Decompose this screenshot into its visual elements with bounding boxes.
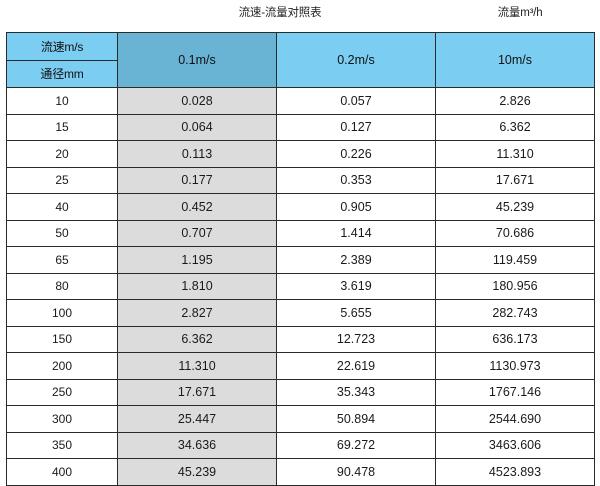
corner-header-cell: 流速m/s 通径mm (6, 32, 118, 88)
table-row: 40 0.452 0.905 45.239 (6, 193, 595, 221)
cell-flow-at-0.2ms: 12.723 (276, 325, 436, 353)
cell-flow-at-10ms: 45.239 (435, 193, 595, 221)
flow-comparison-table: 流速m/s 通径mm 0.1m/s 0.2m/s 10m/s 10 0.028 0.… (6, 32, 595, 486)
cell-flow-at-10ms: 2.826 (435, 87, 595, 115)
column-header-v02: 0.2m/s (276, 32, 436, 88)
column-header-v10: 10m/s (435, 32, 595, 88)
title-band: 流速-流量对照表 流量m³/h (0, 0, 600, 30)
table-row: 250 17.671 35.343 1767.146 (6, 378, 595, 406)
cell-nominal-diameter: 50 (6, 219, 118, 247)
cell-flow-at-0.1ms: 6.362 (117, 325, 277, 353)
table-row: 400 45.239 90.478 4523.893 (6, 458, 595, 486)
cell-flow-at-10ms: 6.362 (435, 113, 595, 141)
cell-nominal-diameter: 15 (6, 113, 118, 141)
cell-nominal-diameter: 40 (6, 193, 118, 221)
cell-flow-at-0.2ms: 90.478 (276, 458, 436, 486)
corner-header-velocity-label: 流速m/s (7, 33, 117, 61)
table-row: 50 0.707 1.414 70.686 (6, 219, 595, 247)
cell-flow-at-10ms: 282.743 (435, 299, 595, 327)
cell-flow-at-0.2ms: 0.057 (276, 87, 436, 115)
cell-flow-at-0.1ms: 0.064 (117, 113, 277, 141)
cell-flow-at-0.2ms: 1.414 (276, 219, 436, 247)
column-header-v01: 0.1m/s (117, 32, 277, 88)
table-row: 65 1.195 2.389 119.459 (6, 246, 595, 274)
cell-flow-at-0.2ms: 5.655 (276, 299, 436, 327)
cell-flow-at-0.1ms: 0.452 (117, 193, 277, 221)
cell-nominal-diameter: 25 (6, 166, 118, 194)
table-row: 300 25.447 50.894 2544.690 (6, 405, 595, 433)
table-row: 15 0.064 0.127 6.362 (6, 113, 595, 141)
cell-flow-at-0.1ms: 0.113 (117, 140, 277, 168)
table-row: 150 6.362 12.723 636.173 (6, 325, 595, 353)
table-body: 10 0.028 0.057 2.826 15 0.064 0.127 6.362 20 0.11… (6, 87, 595, 486)
cell-flow-at-0.1ms: 2.827 (117, 299, 277, 327)
cell-flow-at-10ms: 1767.146 (435, 378, 595, 406)
cell-flow-at-0.1ms: 45.239 (117, 458, 277, 486)
cell-flow-at-10ms: 11.310 (435, 140, 595, 168)
cell-flow-at-0.2ms: 0.353 (276, 166, 436, 194)
cell-flow-at-10ms: 2544.690 (435, 405, 595, 433)
cell-flow-at-10ms: 17.671 (435, 166, 595, 194)
table-row: 10 0.028 0.057 2.826 (6, 87, 595, 115)
cell-nominal-diameter: 80 (6, 272, 118, 300)
cell-flow-at-0.2ms: 0.127 (276, 113, 436, 141)
cell-flow-at-0.2ms: 3.619 (276, 272, 436, 300)
cell-flow-at-10ms: 636.173 (435, 325, 595, 353)
cell-nominal-diameter: 250 (6, 378, 118, 406)
cell-flow-at-0.2ms: 0.905 (276, 193, 436, 221)
cell-nominal-diameter: 350 (6, 431, 118, 459)
cell-flow-at-10ms: 4523.893 (435, 458, 595, 486)
cell-nominal-diameter: 150 (6, 325, 118, 353)
cell-flow-at-0.1ms: 1.810 (117, 272, 277, 300)
cell-flow-at-0.1ms: 34.636 (117, 431, 277, 459)
flow-comparison-table-wrapper: 流速m/s 通径mm 0.1m/s 0.2m/s 10m/s 10 0.028 0.… (6, 32, 595, 486)
table-row: 25 0.177 0.353 17.671 (6, 166, 595, 194)
table-row: 20 0.113 0.226 11.310 (6, 140, 595, 168)
flow-unit-title: 流量m³/h (497, 7, 543, 19)
table-row: 100 2.827 5.655 282.743 (6, 299, 595, 327)
cell-nominal-diameter: 20 (6, 140, 118, 168)
corner-header-diameter-label: 通径mm (40, 67, 84, 82)
cell-flow-at-0.1ms: 1.195 (117, 246, 277, 274)
cell-flow-at-10ms: 70.686 (435, 219, 595, 247)
cell-flow-at-0.1ms: 25.447 (117, 405, 277, 433)
cell-flow-at-10ms: 1130.973 (435, 352, 595, 380)
cell-flow-at-0.2ms: 50.894 (276, 405, 436, 433)
cell-flow-at-0.2ms: 22.619 (276, 352, 436, 380)
cell-flow-at-0.2ms: 0.226 (276, 140, 436, 168)
cell-nominal-diameter: 100 (6, 299, 118, 327)
cell-flow-at-0.1ms: 0.028 (117, 87, 277, 115)
cell-nominal-diameter: 400 (6, 458, 118, 486)
cell-flow-at-0.2ms: 2.389 (276, 246, 436, 274)
cell-flow-at-0.1ms: 0.707 (117, 219, 277, 247)
cell-nominal-diameter: 10 (6, 87, 118, 115)
table-row: 80 1.810 3.619 180.956 (6, 272, 595, 300)
cell-nominal-diameter: 65 (6, 246, 118, 274)
cell-flow-at-10ms: 180.956 (435, 272, 595, 300)
table-head: 流速m/s 通径mm 0.1m/s 0.2m/s 10m/s (6, 32, 595, 88)
cell-nominal-diameter: 300 (6, 405, 118, 433)
cell-flow-at-0.2ms: 69.272 (276, 431, 436, 459)
cell-flow-at-10ms: 119.459 (435, 246, 595, 274)
cell-flow-at-0.1ms: 11.310 (117, 352, 277, 380)
cell-nominal-diameter: 200 (6, 352, 118, 380)
cell-flow-at-0.2ms: 35.343 (276, 378, 436, 406)
header-row: 流速m/s 通径mm 0.1m/s 0.2m/s 10m/s (6, 32, 595, 88)
cell-flow-at-0.1ms: 0.177 (117, 166, 277, 194)
page-title: 流速-流量对照表 (238, 7, 322, 19)
cell-flow-at-0.1ms: 17.671 (117, 378, 277, 406)
table-row: 200 11.310 22.619 1130.973 (6, 352, 595, 380)
cell-flow-at-10ms: 3463.606 (435, 431, 595, 459)
table-row: 350 34.636 69.272 3463.606 (6, 431, 595, 459)
